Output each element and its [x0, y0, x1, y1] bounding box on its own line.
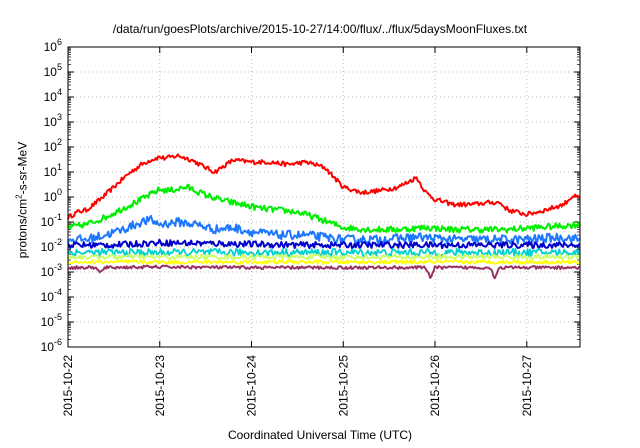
x-tick-label: 2015-10-24 [245, 355, 259, 417]
series-line [67, 259, 581, 265]
y-tick-label: 106 [44, 37, 62, 54]
x-tick-label: 2015-10-27 [520, 355, 534, 417]
y-tick-label: 10-1 [41, 212, 62, 229]
x-axis-label: Coordinated Universal Time (UTC) [227, 428, 413, 442]
series-line [67, 183, 581, 234]
y-tick-label: 101 [44, 162, 62, 179]
x-tick-label: 2015-10-26 [428, 355, 442, 417]
series-line [67, 214, 581, 245]
plot-frame [67, 46, 581, 348]
series-line [67, 153, 581, 220]
y-tick-label: 102 [44, 137, 62, 154]
y-tick-label: 104 [44, 87, 62, 104]
y-tick-label: 10-4 [41, 287, 62, 304]
y-tick-label: 10-2 [41, 237, 62, 254]
x-tick-label: 2015-10-22 [61, 355, 75, 417]
y-tick-label: 10-5 [41, 312, 62, 329]
x-tick-label: 2015-10-25 [336, 355, 350, 417]
series-line [67, 264, 581, 280]
series-line [67, 253, 581, 261]
y-tick-label: 10-3 [41, 262, 62, 279]
series-line [67, 247, 581, 258]
x-tick-label: 2015-10-23 [153, 355, 167, 417]
y-tick-label: 105 [44, 62, 62, 79]
y-tick-label: 10-6 [41, 337, 62, 354]
y-tick-label: 103 [44, 112, 62, 129]
series-line [67, 238, 581, 250]
y-tick-label: 100 [44, 187, 62, 204]
chart-title: /data/run/goesPlots/archive/2015-10-27/1… [112, 22, 528, 36]
